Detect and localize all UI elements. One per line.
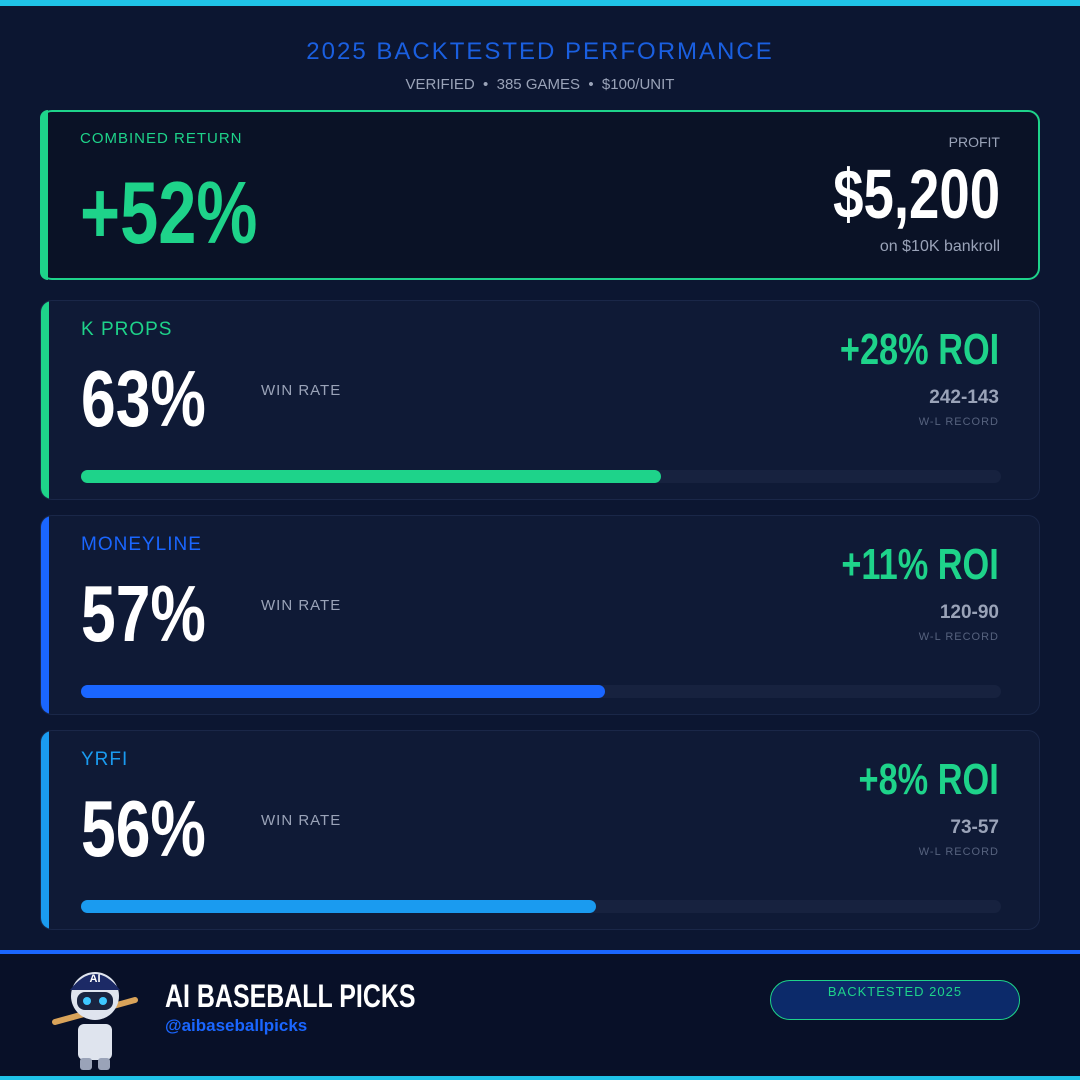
accent [41, 516, 49, 714]
market-card: MONEYLINE 57% WIN RATE +11% ROI 120-90 W-L RE… [40, 515, 1040, 715]
win-rate: 56% [81, 784, 206, 873]
market-name: MONEYLINE [81, 534, 202, 555]
market-name: YRFI [81, 749, 129, 770]
record-label: W-L RECORD [918, 416, 999, 428]
badge: BACKTESTED 2025 [770, 980, 1020, 1020]
progress-bar [81, 900, 597, 913]
progress-bar [81, 470, 661, 483]
profit: $5,200 [832, 155, 1000, 233]
title: 2025 BACKTESTED PERFORMANCE [306, 38, 774, 65]
brand: AI BASEBALL PICKS [165, 978, 416, 1014]
roi: +8% ROI [858, 755, 999, 804]
win-rate-label: WIN RATE [261, 382, 342, 399]
win-rate: 63% [81, 354, 206, 443]
combined-label: COMBINED RETURN [80, 130, 243, 147]
record-label: W-L RECORD [918, 846, 999, 858]
progress-track [81, 900, 1001, 913]
market-card: K PROPS 63% WIN RATE +28% ROI 242-143 W-L REC… [40, 300, 1040, 500]
combined-card: COMBINED RETURN +52% PROFIT $5,200 on $1… [40, 110, 1040, 280]
subtitle: VERIFIED • 385 GAMES • $100/UNIT [405, 76, 675, 93]
win-rate-label: WIN RATE [261, 597, 342, 614]
record: 73-57 [950, 817, 999, 838]
record: 120-90 [939, 602, 999, 623]
roi: +28% ROI [839, 325, 999, 374]
accent [41, 301, 49, 499]
profit-label: PROFIT [948, 134, 1000, 150]
footer: AI AI BASEBALL PICKS @aibaseballpicks BA… [0, 950, 1080, 1080]
progress-bar [81, 685, 606, 698]
progress-track [81, 685, 1001, 698]
robot-icon: AI [52, 972, 138, 1070]
market-name: K PROPS [81, 319, 173, 340]
accent [41, 731, 49, 929]
top-rule [0, 0, 1080, 6]
handle: @aibaseballpicks [165, 1016, 308, 1035]
record: 242-143 [929, 387, 999, 408]
win-rate-label: WIN RATE [261, 812, 342, 829]
robot-cap: AI [90, 973, 101, 985]
roi: +11% ROI [841, 540, 999, 589]
subtitle-item: 385 GAMES [496, 76, 580, 93]
win-rate: 57% [81, 569, 206, 658]
market-card: YRFI 56% WIN RATE +8% ROI 73-57 W-L RECORD [40, 730, 1040, 930]
subtitle-item: VERIFIED [405, 76, 475, 93]
profit-note: on $10K bankroll [879, 238, 1000, 255]
progress-track [81, 470, 1001, 483]
record-label: W-L RECORD [918, 631, 999, 643]
combined-value: +52% [80, 163, 258, 262]
subtitle-item: $100/UNIT [601, 76, 675, 93]
